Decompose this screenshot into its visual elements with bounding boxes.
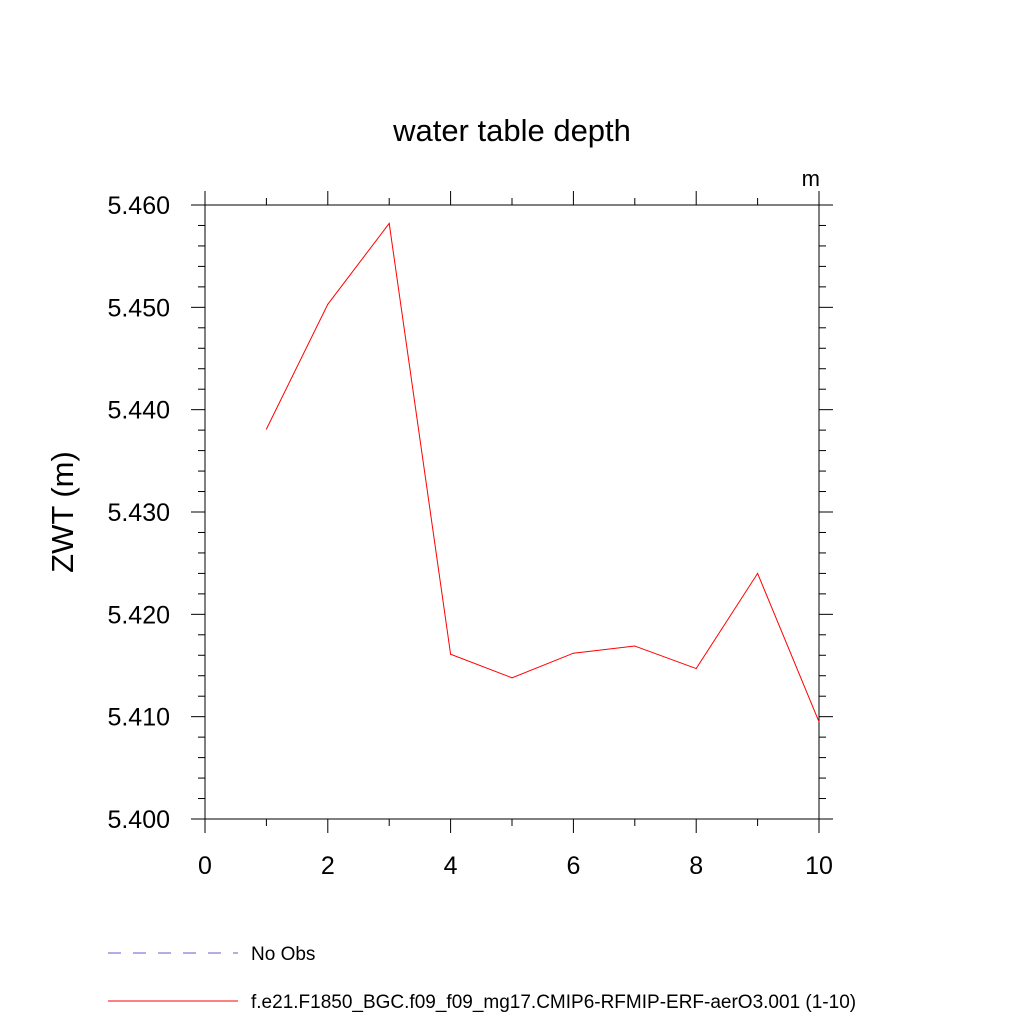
y-tick-label: 5.440 [107, 397, 170, 425]
units-label: m [802, 166, 820, 191]
x-tick-label: 10 [805, 852, 833, 880]
data-point [450, 653, 452, 655]
y-tick-label: 5.460 [107, 192, 170, 220]
y-tick-label: 5.410 [107, 704, 170, 732]
x-tick-label: 0 [198, 852, 212, 880]
x-tick-label: 2 [321, 852, 335, 880]
plot-frame [204, 204, 820, 820]
y-axis-title: ZWT (m) [45, 451, 80, 573]
data-point [818, 721, 820, 723]
data-point [388, 222, 390, 224]
x-tick-label: 4 [444, 852, 458, 880]
data-point [572, 652, 574, 654]
y-tick-label: 5.420 [107, 601, 170, 629]
legend-label-no-obs: No Obs [251, 944, 315, 965]
y-tick-label: 5.450 [107, 294, 170, 322]
data-point [327, 303, 329, 305]
axis-ticks [191, 191, 833, 833]
tick-labels: 0 2 4 6 8 10 5.400 5.410 5.420 5.430 5.440 5.450 5.4… [107, 192, 832, 880]
legend: No Obs f.e21.F1850_BGC.f09_f09_mg17.CMIP… [108, 944, 856, 1013]
data-point [695, 668, 697, 670]
series-layer [265, 222, 820, 723]
x-tick-label: 8 [689, 852, 703, 880]
data-point [511, 677, 513, 679]
data-point [634, 645, 636, 647]
y-tick-label: 5.430 [107, 499, 170, 527]
data-point [757, 572, 759, 574]
chart-title: water table depth [392, 113, 631, 148]
series-line-0 [265, 222, 820, 722]
data-point [265, 428, 267, 430]
x-tick-label: 6 [566, 852, 580, 880]
y-tick-label: 5.400 [107, 806, 170, 834]
legend-label-model-run: f.e21.F1850_BGC.f09_f09_mg17.CMIP6-RFMIP… [251, 992, 856, 1013]
